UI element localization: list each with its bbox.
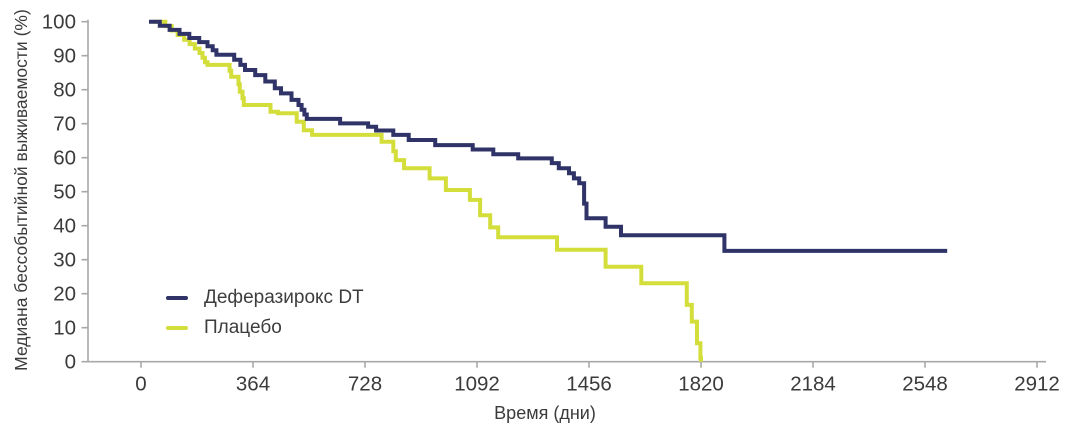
placebo-line-swatch <box>166 325 188 331</box>
deferasirox-line-swatch <box>166 295 188 301</box>
x-tick-label: 2548 <box>902 373 948 396</box>
x-axis-title: Время (дни) <box>494 403 596 423</box>
y-tick-label: 90 <box>53 45 76 68</box>
y-tick-label: 40 <box>53 215 76 238</box>
y-tick-label: 0 <box>65 351 76 374</box>
legend-label-placebo: Плацебо <box>204 317 282 338</box>
legend-label-deferasirox: Деферазирокс DT <box>204 287 364 308</box>
y-tick-label: 10 <box>53 317 76 340</box>
y-tick-label: 80 <box>53 79 76 102</box>
x-tick-label: 1092 <box>454 373 500 396</box>
series-line-деферазирокс-dt <box>149 19 948 253</box>
legend: Деферазирокс DT Плацебо <box>166 287 364 339</box>
x-tick-label: 364 <box>236 373 270 396</box>
x-tick-label: 1820 <box>678 373 724 396</box>
legend-item-deferasirox: Деферазирокс DT <box>166 287 364 309</box>
y-tick-label: 20 <box>53 283 76 306</box>
x-tick-label: 0 <box>135 373 146 396</box>
legend-item-placebo: Плацебо <box>166 317 364 339</box>
series-line-плацебо <box>153 19 703 362</box>
y-axis-title: Медиана бессобытийной выживаемости (%) <box>11 9 31 371</box>
y-tick-label: 60 <box>53 147 76 170</box>
y-tick-label: 30 <box>53 249 76 272</box>
x-tick-label: 2912 <box>1014 373 1060 396</box>
x-tick-label: 2184 <box>790 373 836 396</box>
x-tick-label: 728 <box>348 373 382 396</box>
x-tick-label: 1456 <box>566 373 612 396</box>
y-tick-label: 100 <box>42 11 76 34</box>
y-tick-label: 70 <box>53 113 76 136</box>
y-tick-label: 50 <box>53 181 76 204</box>
